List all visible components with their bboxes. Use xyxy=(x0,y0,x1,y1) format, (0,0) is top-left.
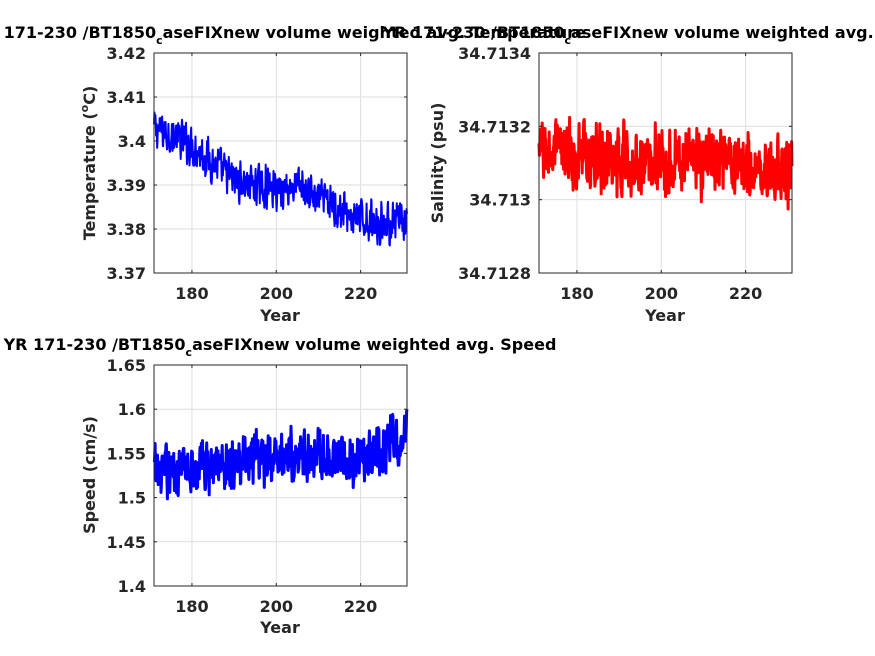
speed-xlabel: Year xyxy=(259,618,300,637)
speed-ylabel: Speed (cm/s) xyxy=(80,416,99,534)
speed-ticks: 180 200 220 1.4 1.45 1.5 1.55 1.6 1.65 xyxy=(107,356,407,616)
temperature-xtick-label: 220 xyxy=(344,284,377,303)
speed-xtick-label: 220 xyxy=(344,597,377,616)
speed-xtick-label: 200 xyxy=(260,597,293,616)
temperature-xtick-label: 180 xyxy=(175,284,208,303)
speed-ytick-label: 1.45 xyxy=(107,533,146,552)
salinity-ytick-label: 34.7134 xyxy=(458,44,531,63)
temperature-ytick-label: 3.38 xyxy=(107,220,146,239)
salinity-ticks: 180 200 220 34.7128 34.713 34.7132 34.7134 xyxy=(458,44,792,303)
temperature-ytick-label: 3.37 xyxy=(107,264,146,283)
temperature-title: YR 171-230 /BT1850caseFIXnew volume weig… xyxy=(0,23,586,47)
temperature-ticks: 180 200 220 3.37 3.38 3.39 3.4 3.41 3.42 xyxy=(107,44,407,303)
temperature-xtick-label: 200 xyxy=(260,284,293,303)
speed-ytick-label: 1.55 xyxy=(107,444,146,463)
speed-title: YR 171-230 /BT1850caseFIXnew volume weig… xyxy=(3,335,557,359)
salinity-ylabel: Salinity (psu) xyxy=(428,103,447,224)
temperature-axes-frame xyxy=(153,52,408,274)
temperature-ytick-label: 3.39 xyxy=(107,176,146,195)
temperature-ytick-label: 3.4 xyxy=(118,132,146,151)
temperature-ytick-label: 3.42 xyxy=(107,44,146,63)
salinity-ytick-label: 34.713 xyxy=(469,191,531,210)
speed-ytick-label: 1.65 xyxy=(107,356,146,375)
speed-series-line xyxy=(152,408,409,501)
speed-panel: 180 200 220 1.4 1.45 1.5 1.55 1.6 1.65 YR 171-23… xyxy=(3,335,557,637)
temperature-series-line xyxy=(153,111,408,247)
salinity-axes-frame xyxy=(538,52,793,274)
temperature-ytick-label: 3.41 xyxy=(107,88,146,107)
salinity-series-line xyxy=(537,115,794,211)
salinity-panel: 180 200 220 34.7128 34.713 34.7132 34.7134 YR … xyxy=(382,23,875,325)
salinity-xlabel: Year xyxy=(644,306,685,325)
speed-ytick-label: 1.5 xyxy=(118,489,146,508)
salinity-xtick-label: 180 xyxy=(560,284,593,303)
salinity-xtick-label: 200 xyxy=(645,284,678,303)
temperature-ylabel: Temperature (oC) xyxy=(78,86,99,241)
speed-axes-frame xyxy=(153,364,408,587)
speed-ytick-label: 1.4 xyxy=(118,577,146,596)
salinity-ytick-label: 34.7132 xyxy=(458,117,531,136)
salinity-xtick-label: 220 xyxy=(729,284,762,303)
speed-xtick-label: 180 xyxy=(175,597,208,616)
salinity-ytick-label: 34.7128 xyxy=(458,264,531,283)
temperature-xlabel: Year xyxy=(259,306,300,325)
salinity-title: YR 171-230 /BT1850caseFIXnew volume weig… xyxy=(382,23,875,47)
speed-ytick-label: 1.6 xyxy=(118,400,146,419)
